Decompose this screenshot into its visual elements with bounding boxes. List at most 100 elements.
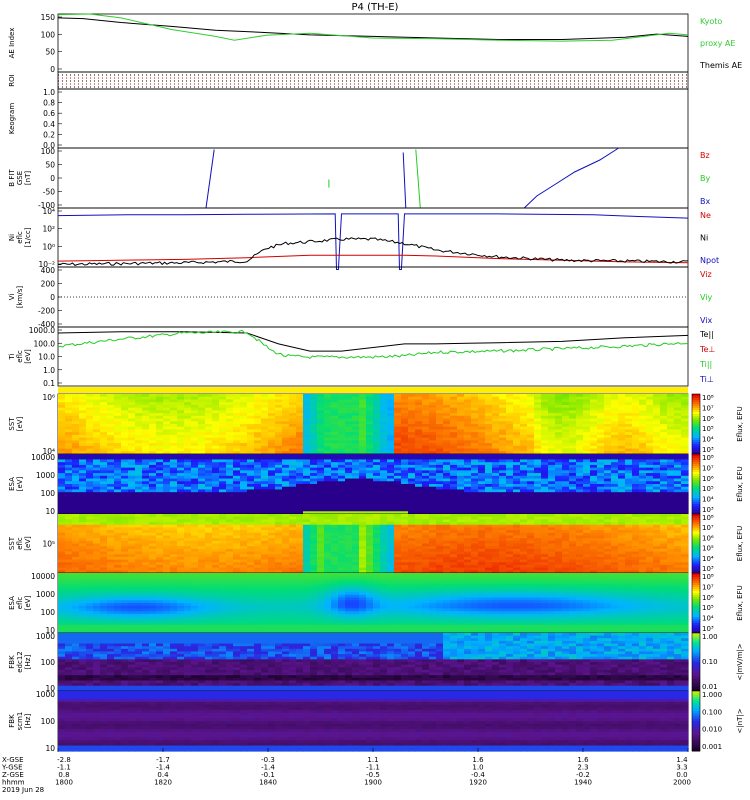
esa1-cell — [72, 489, 80, 493]
esa1-cell — [499, 508, 507, 512]
esa1-cell — [317, 475, 325, 480]
sst1-cell — [408, 415, 416, 420]
esa1-cell — [226, 484, 234, 488]
sst1-cell — [394, 396, 402, 401]
sst1-cell — [604, 432, 612, 436]
esa1-cell — [555, 489, 563, 493]
esa1-cell — [513, 484, 521, 488]
sst1-cell — [422, 432, 430, 436]
esa1-cell — [268, 486, 276, 491]
sst1-cell — [205, 424, 213, 428]
colorbar-tick: 10⁶ — [702, 475, 714, 483]
sst1-cell — [79, 434, 87, 439]
sst1-cell — [100, 429, 108, 433]
sst1-cell — [450, 410, 458, 414]
sst2-cell — [289, 570, 297, 574]
esa1-cell — [170, 462, 178, 466]
sst1-cell — [632, 451, 640, 455]
esa1-cell — [65, 492, 73, 496]
sst1-cell — [184, 445, 192, 450]
sst1-cell — [380, 451, 388, 455]
esa1-cell — [653, 475, 661, 480]
esa1-cell — [646, 459, 654, 463]
esa1-cell — [471, 486, 479, 491]
sst1-cell — [100, 410, 108, 414]
sst1-cell — [100, 415, 108, 420]
esa1-cell — [408, 475, 416, 480]
sst1-cell — [471, 404, 479, 409]
esa1-cell — [485, 505, 493, 510]
sst1-cell — [114, 445, 122, 450]
sst2-cell — [100, 535, 108, 539]
sst1-cell — [506, 437, 514, 441]
sst2-cell — [219, 527, 227, 531]
sst2-cell — [247, 522, 255, 526]
esa1-cell — [219, 475, 227, 480]
sst2-cell — [79, 524, 87, 529]
sst1-cell — [100, 443, 108, 447]
sst1-cell — [247, 410, 255, 414]
esa1-cell — [562, 484, 570, 488]
ni-series-ni — [57, 237, 689, 266]
sst1-cell — [583, 432, 591, 436]
sst1-cell — [331, 410, 339, 414]
sst1-cell — [345, 421, 353, 425]
esa1-cell — [457, 454, 465, 458]
sst2-cell — [254, 562, 262, 566]
esa1-cell — [401, 500, 409, 504]
esa1-cell — [681, 464, 689, 469]
sst1-cell — [611, 440, 619, 444]
sst1-cell — [373, 432, 381, 436]
esa1-cell — [170, 497, 178, 501]
sst2-cell — [86, 546, 94, 550]
sst1-cell — [387, 445, 395, 450]
vi-legend-item: Viz — [700, 270, 712, 279]
sst1-cell — [422, 437, 430, 441]
esa1-cell — [142, 478, 150, 482]
esa1-cell — [261, 467, 269, 471]
sst1-cell — [506, 410, 514, 414]
sst1-cell — [464, 440, 472, 444]
sst2-cell — [303, 551, 311, 555]
esa1-cell — [485, 497, 493, 501]
esa1-cell — [366, 462, 374, 466]
sst2-cell — [240, 514, 248, 518]
sst2-cell — [156, 559, 164, 563]
esa1-cell — [415, 500, 423, 504]
esa1-cell — [184, 492, 192, 496]
sst1-cell — [268, 434, 276, 439]
sst1-cell — [261, 418, 269, 422]
sst1-cell — [548, 407, 556, 411]
sst2-cell — [226, 554, 234, 558]
esa1-cell — [492, 464, 500, 469]
esa1-cell — [86, 492, 94, 496]
sst2-cell — [79, 538, 87, 542]
esa1-cell — [254, 511, 262, 515]
sst1-cell — [352, 443, 360, 447]
sst1-cell — [359, 421, 367, 425]
sst2-cell — [268, 562, 276, 566]
ni-series-npot — [57, 213, 689, 270]
sst2-cell — [198, 514, 206, 518]
esa1-cell — [156, 456, 164, 461]
sst1-cell — [443, 404, 451, 409]
sst1-cell — [457, 402, 465, 406]
esa1-cell — [569, 500, 577, 504]
sst1-cell — [401, 445, 409, 450]
esa1-cell — [401, 511, 409, 515]
esa1-cell — [163, 462, 171, 466]
sst1-cell — [303, 399, 311, 403]
sst1-cell — [674, 396, 682, 401]
sst2-cell — [233, 535, 241, 539]
sst1-cell — [226, 434, 234, 439]
sst2-cell — [261, 532, 269, 537]
esa1-cell — [583, 484, 591, 488]
esa1-cell — [555, 462, 563, 466]
sst1-cell — [590, 413, 598, 417]
esa1-cell — [415, 508, 423, 512]
bfit-ytick: 0 — [50, 174, 55, 183]
esa1-cell — [555, 492, 563, 496]
esa1-cell — [114, 462, 122, 466]
sst1-cell — [163, 424, 171, 428]
sst2-cell — [219, 559, 227, 563]
